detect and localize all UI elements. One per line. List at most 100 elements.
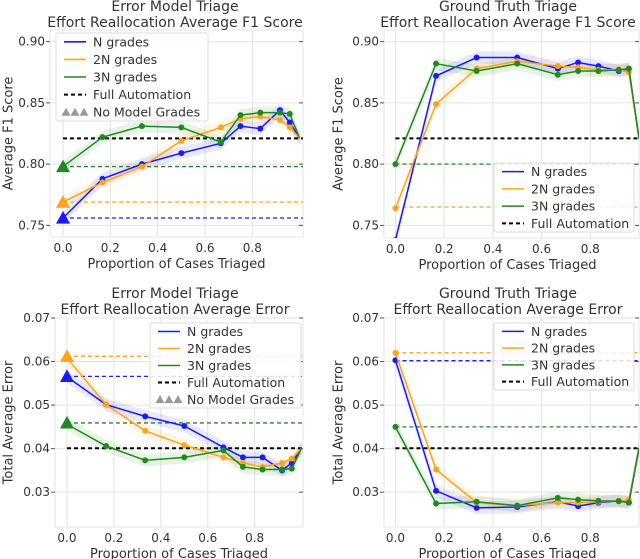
data-point: [103, 443, 110, 450]
x-tick-label: 0.0: [57, 531, 76, 545]
data-point: [279, 466, 286, 473]
data-point: [392, 423, 399, 430]
data-point: [392, 161, 399, 168]
y-tick-label: 0.75: [352, 218, 379, 232]
legend-label: Full Automation: [531, 216, 629, 231]
legend-label: 2N grades: [531, 181, 595, 196]
subplot-1: 0.0 0.2 0.4 0.6 0.8 0.75 0.80 0.85 0.90 Error Mod…: [2, 0, 304, 272]
x-tick-label: 0.2: [104, 531, 123, 545]
y-tick-label: 0.85: [18, 96, 45, 110]
legend-triangle-icon: [155, 395, 165, 404]
data-point: [257, 109, 264, 116]
data-point: [138, 163, 145, 170]
data-point: [575, 496, 582, 503]
data-point: [220, 447, 227, 454]
legend-label: N grades: [187, 324, 243, 339]
y-tick-label: 0.04: [352, 442, 379, 456]
y-tick-label: 0.05: [352, 398, 379, 412]
series-line-3: [394, 62, 639, 165]
subplot-2: 0.0 0.2 0.4 0.6 0.8 0.75 0.80 0.85 0.90 Ground Tr…: [332, 0, 640, 273]
x-axis-label: Proportion of Cases Triaged: [87, 257, 265, 272]
data-point: [473, 504, 480, 511]
y-tick-label: 0.06: [352, 355, 379, 369]
data-point: [615, 66, 622, 73]
y-tick-label: 0.75: [18, 218, 45, 232]
data-point: [433, 466, 440, 473]
legend-triangle-icon: [164, 395, 174, 404]
legend: N grades 2N grades 3N grades Full Automatio…: [149, 322, 302, 409]
y-tick-label: 0.80: [18, 157, 45, 171]
data-point: [286, 110, 293, 117]
data-point: [178, 137, 185, 144]
x-tick-label: 0.8: [245, 531, 264, 545]
legend-label: 3N grades: [531, 357, 595, 372]
chart-title-line: Error Model Triage: [111, 286, 238, 302]
legend-label: Full Automation: [187, 375, 285, 390]
data-point: [433, 72, 440, 79]
no-model-grades-marker: [59, 349, 74, 362]
confidence-band: [63, 104, 300, 225]
data-point: [279, 459, 286, 466]
x-tick-label: 0.6: [195, 241, 214, 255]
legend: N grades 2N grades 3N grades Full Automatio…: [55, 32, 209, 122]
confidence-band: [395, 346, 639, 512]
no-model-grades-marker: [56, 159, 71, 173]
subplot-3: 0.0 0.2 0.4 0.6 0.8 0.03 0.04 0.05 0.06 0.07 Error…: [2, 286, 304, 559]
data-point: [99, 134, 106, 141]
data-point: [433, 101, 440, 108]
x-tick-label: 0.4: [151, 531, 170, 545]
y-tick-label: 0.90: [18, 35, 45, 49]
data-point: [288, 465, 295, 472]
data-point: [473, 54, 480, 61]
legend-label: 3N grades: [531, 199, 595, 214]
data-point: [259, 454, 266, 461]
legend-label: 2N grades: [187, 341, 251, 356]
data-point: [615, 498, 622, 505]
series-line-1: [62, 109, 301, 219]
legend-label: N grades: [531, 324, 587, 339]
x-tick-label: 0.2: [435, 242, 454, 256]
chart-title-line: Error Model Triage: [111, 0, 238, 15]
x-tick-label: 0.2: [101, 241, 120, 255]
data-point: [288, 455, 295, 462]
data-point: [239, 463, 246, 470]
x-tick-label: 0.6: [198, 531, 217, 545]
data-point: [138, 123, 145, 130]
x-tick-label: 0.6: [532, 531, 551, 545]
legend-triangle-icon: [61, 107, 71, 116]
legend-triangle-icon: [70, 107, 80, 116]
y-axis-label: Total Average Error: [332, 360, 347, 485]
data-point: [554, 71, 561, 78]
legend-box: [55, 32, 209, 122]
series-line-2: [394, 60, 639, 209]
data-point: [554, 494, 561, 501]
data-point: [103, 401, 110, 408]
x-tick-label: 0.8: [581, 531, 600, 545]
data-point: [259, 466, 266, 473]
data-point: [473, 68, 480, 75]
series-line-1: [66, 376, 303, 472]
legend-box: [493, 162, 635, 233]
legend-box: [493, 322, 635, 391]
legend-label: 2N grades: [93, 52, 157, 67]
y-tick-label: 0.07: [23, 311, 50, 325]
data-point: [239, 454, 246, 461]
series-line-3: [62, 111, 301, 168]
chart-title-line: Ground Truth Triage: [439, 286, 577, 302]
data-point: [514, 60, 521, 67]
x-axis-label: Proportion of Cases Triaged: [418, 547, 596, 559]
confidence-band: [395, 420, 639, 512]
data-point: [181, 442, 188, 449]
x-axis-label: Proportion of Cases Triaged: [418, 258, 596, 273]
data-point: [178, 150, 185, 157]
legend-label: N grades: [93, 34, 149, 49]
legend-triangle-icon: [79, 107, 89, 116]
no-model-grades-marker: [56, 195, 71, 208]
data-point: [99, 179, 106, 186]
legend-label: 2N grades: [531, 341, 595, 356]
y-tick-label: 0.03: [352, 485, 379, 499]
legend: N grades 2N grades 3N grades Full Automatio…: [493, 162, 635, 233]
series-line-3: [66, 423, 303, 471]
x-tick-label: 0.0: [386, 531, 405, 545]
